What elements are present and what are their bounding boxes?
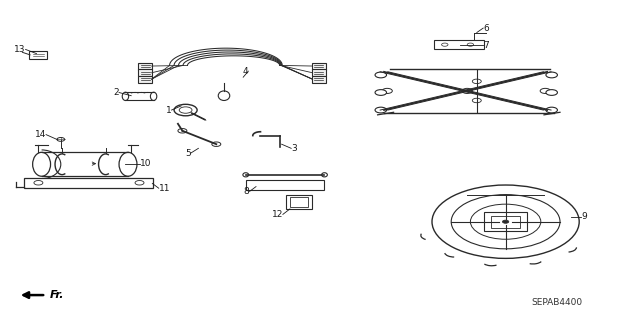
Text: 7: 7 [483, 41, 489, 50]
Circle shape [375, 90, 387, 95]
Circle shape [472, 79, 481, 84]
Circle shape [34, 181, 43, 185]
Text: 9: 9 [581, 212, 587, 221]
Circle shape [451, 195, 560, 249]
Ellipse shape [243, 173, 248, 177]
FancyBboxPatch shape [29, 51, 47, 59]
Circle shape [57, 137, 65, 141]
Circle shape [546, 107, 557, 113]
FancyBboxPatch shape [138, 69, 152, 76]
FancyBboxPatch shape [491, 216, 520, 228]
Circle shape [540, 88, 550, 93]
Ellipse shape [150, 92, 157, 100]
Text: 11: 11 [159, 184, 170, 193]
Text: 5: 5 [185, 149, 191, 158]
Circle shape [467, 43, 474, 46]
FancyBboxPatch shape [138, 76, 152, 83]
Ellipse shape [322, 173, 328, 177]
Circle shape [212, 142, 221, 146]
Circle shape [442, 43, 448, 46]
FancyBboxPatch shape [312, 63, 326, 70]
Text: SEPAB4400: SEPAB4400 [531, 298, 582, 307]
Text: 13: 13 [14, 45, 26, 54]
FancyBboxPatch shape [484, 212, 527, 231]
Circle shape [178, 129, 187, 133]
Text: 10: 10 [140, 159, 151, 168]
Circle shape [462, 88, 472, 93]
FancyBboxPatch shape [286, 195, 312, 209]
Ellipse shape [218, 91, 230, 100]
Ellipse shape [119, 152, 137, 176]
Text: 2: 2 [113, 88, 119, 97]
Circle shape [382, 88, 392, 93]
FancyBboxPatch shape [312, 69, 326, 76]
Text: 6: 6 [483, 24, 489, 33]
Text: 1: 1 [166, 106, 172, 115]
Text: 8: 8 [244, 187, 250, 196]
Circle shape [502, 220, 509, 223]
Text: 3: 3 [291, 144, 297, 153]
Text: 14: 14 [35, 130, 46, 139]
FancyBboxPatch shape [246, 180, 324, 190]
Circle shape [470, 204, 541, 239]
FancyBboxPatch shape [434, 40, 484, 49]
Ellipse shape [33, 152, 51, 176]
Text: Fr.: Fr. [50, 290, 65, 300]
Circle shape [432, 185, 579, 258]
Circle shape [135, 181, 144, 185]
Circle shape [546, 72, 557, 78]
Ellipse shape [122, 92, 129, 100]
Circle shape [546, 90, 557, 95]
Circle shape [179, 107, 192, 113]
FancyBboxPatch shape [24, 178, 153, 188]
Text: 12: 12 [271, 210, 283, 219]
FancyBboxPatch shape [290, 197, 308, 207]
Circle shape [472, 98, 481, 103]
Circle shape [174, 104, 197, 116]
Circle shape [375, 107, 387, 113]
FancyBboxPatch shape [138, 63, 152, 70]
FancyBboxPatch shape [312, 76, 326, 83]
Text: 4: 4 [243, 67, 248, 76]
Circle shape [375, 72, 387, 78]
